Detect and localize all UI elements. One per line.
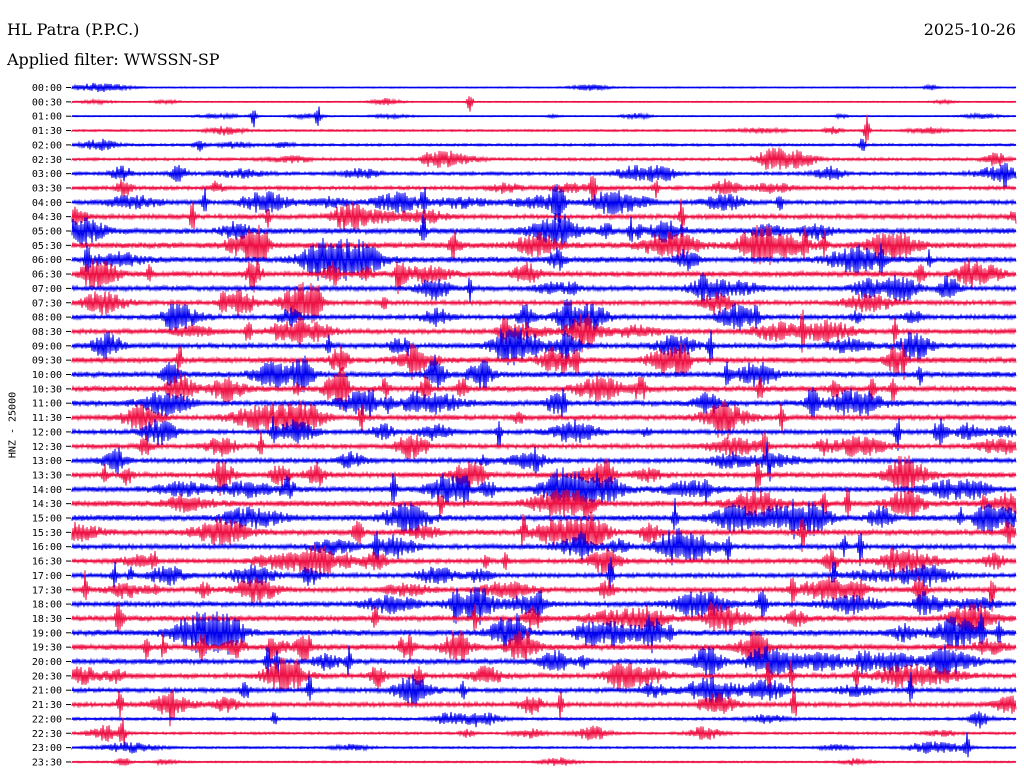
row-time-label: 09:00 — [32, 341, 62, 352]
row-time-label: 21:30 — [32, 700, 62, 711]
row-time-label: 11:30 — [32, 413, 62, 424]
filter-label: Applied filter: WWSSN-SP — [7, 50, 220, 69]
row-time-label: 06:30 — [32, 270, 62, 281]
row-time-label: 17:30 — [32, 585, 62, 596]
row-time-label: 12:30 — [32, 442, 62, 453]
row-time-label: 12:00 — [32, 427, 62, 438]
row-time-label: 15:30 — [32, 528, 62, 539]
row-time-label: 03:30 — [32, 183, 62, 194]
row-time-label: 13:30 — [32, 470, 62, 481]
row-time-label: 11:00 — [32, 399, 62, 410]
station-title: HL Patra (P.P.C.) — [7, 20, 140, 39]
row-time-label: 20:30 — [32, 671, 62, 682]
row-time-label: 16:00 — [32, 542, 62, 553]
row-time-label: 23:30 — [32, 757, 62, 768]
row-time-label: 05:30 — [32, 241, 62, 252]
row-time-label: 19:00 — [32, 628, 62, 639]
row-time-label: 00:00 — [32, 83, 62, 94]
row-time-label: 10:00 — [32, 370, 62, 381]
seismic-trace — [71, 711, 1017, 729]
row-time-label: 15:00 — [32, 514, 62, 525]
seismic-trace — [71, 718, 1017, 747]
row-time-label: 19:30 — [32, 643, 62, 654]
seismic-trace — [71, 431, 1017, 464]
row-time-label: 14:30 — [32, 499, 62, 510]
row-time-label: 18:30 — [32, 614, 62, 625]
row-time-label: 09:30 — [32, 356, 62, 367]
row-time-label: 23:00 — [32, 743, 62, 754]
seismic-trace — [71, 96, 1017, 112]
row-time-label: 08:30 — [32, 327, 62, 338]
row-time-label: 03:00 — [32, 169, 62, 180]
row-time-label: 08:00 — [32, 313, 62, 324]
row-time-label: 10:30 — [32, 384, 62, 395]
row-time-label: 22:30 — [32, 729, 62, 740]
row-time-label: 02:30 — [32, 155, 62, 166]
row-time-label: 13:00 — [32, 456, 62, 467]
row-time-label: 16:30 — [32, 557, 62, 568]
row-time-label: 02:00 — [32, 140, 62, 151]
row-time-label: 04:00 — [32, 198, 62, 209]
seismic-trace — [71, 176, 1017, 205]
row-time-label: 18:00 — [32, 600, 62, 611]
row-time-label: 21:00 — [32, 686, 62, 697]
row-time-label: 22:00 — [32, 714, 62, 725]
row-time-label: 01:00 — [32, 112, 62, 123]
date-label: 2025-10-26 — [923, 20, 1016, 39]
row-time-label: 07:00 — [32, 284, 62, 295]
row-time-label: 06:00 — [32, 255, 62, 266]
row-time-label: 01:30 — [32, 126, 62, 137]
row-time-label: 17:00 — [32, 571, 62, 582]
row-time-label: 07:30 — [32, 298, 62, 309]
row-time-label: 20:00 — [32, 657, 62, 668]
row-time-label: 14:00 — [32, 485, 62, 496]
seismic-trace — [71, 114, 1017, 144]
row-time-label: 00:30 — [32, 97, 62, 108]
row-time-label: 04:30 — [32, 212, 62, 223]
row-time-label: 05:00 — [32, 227, 62, 238]
